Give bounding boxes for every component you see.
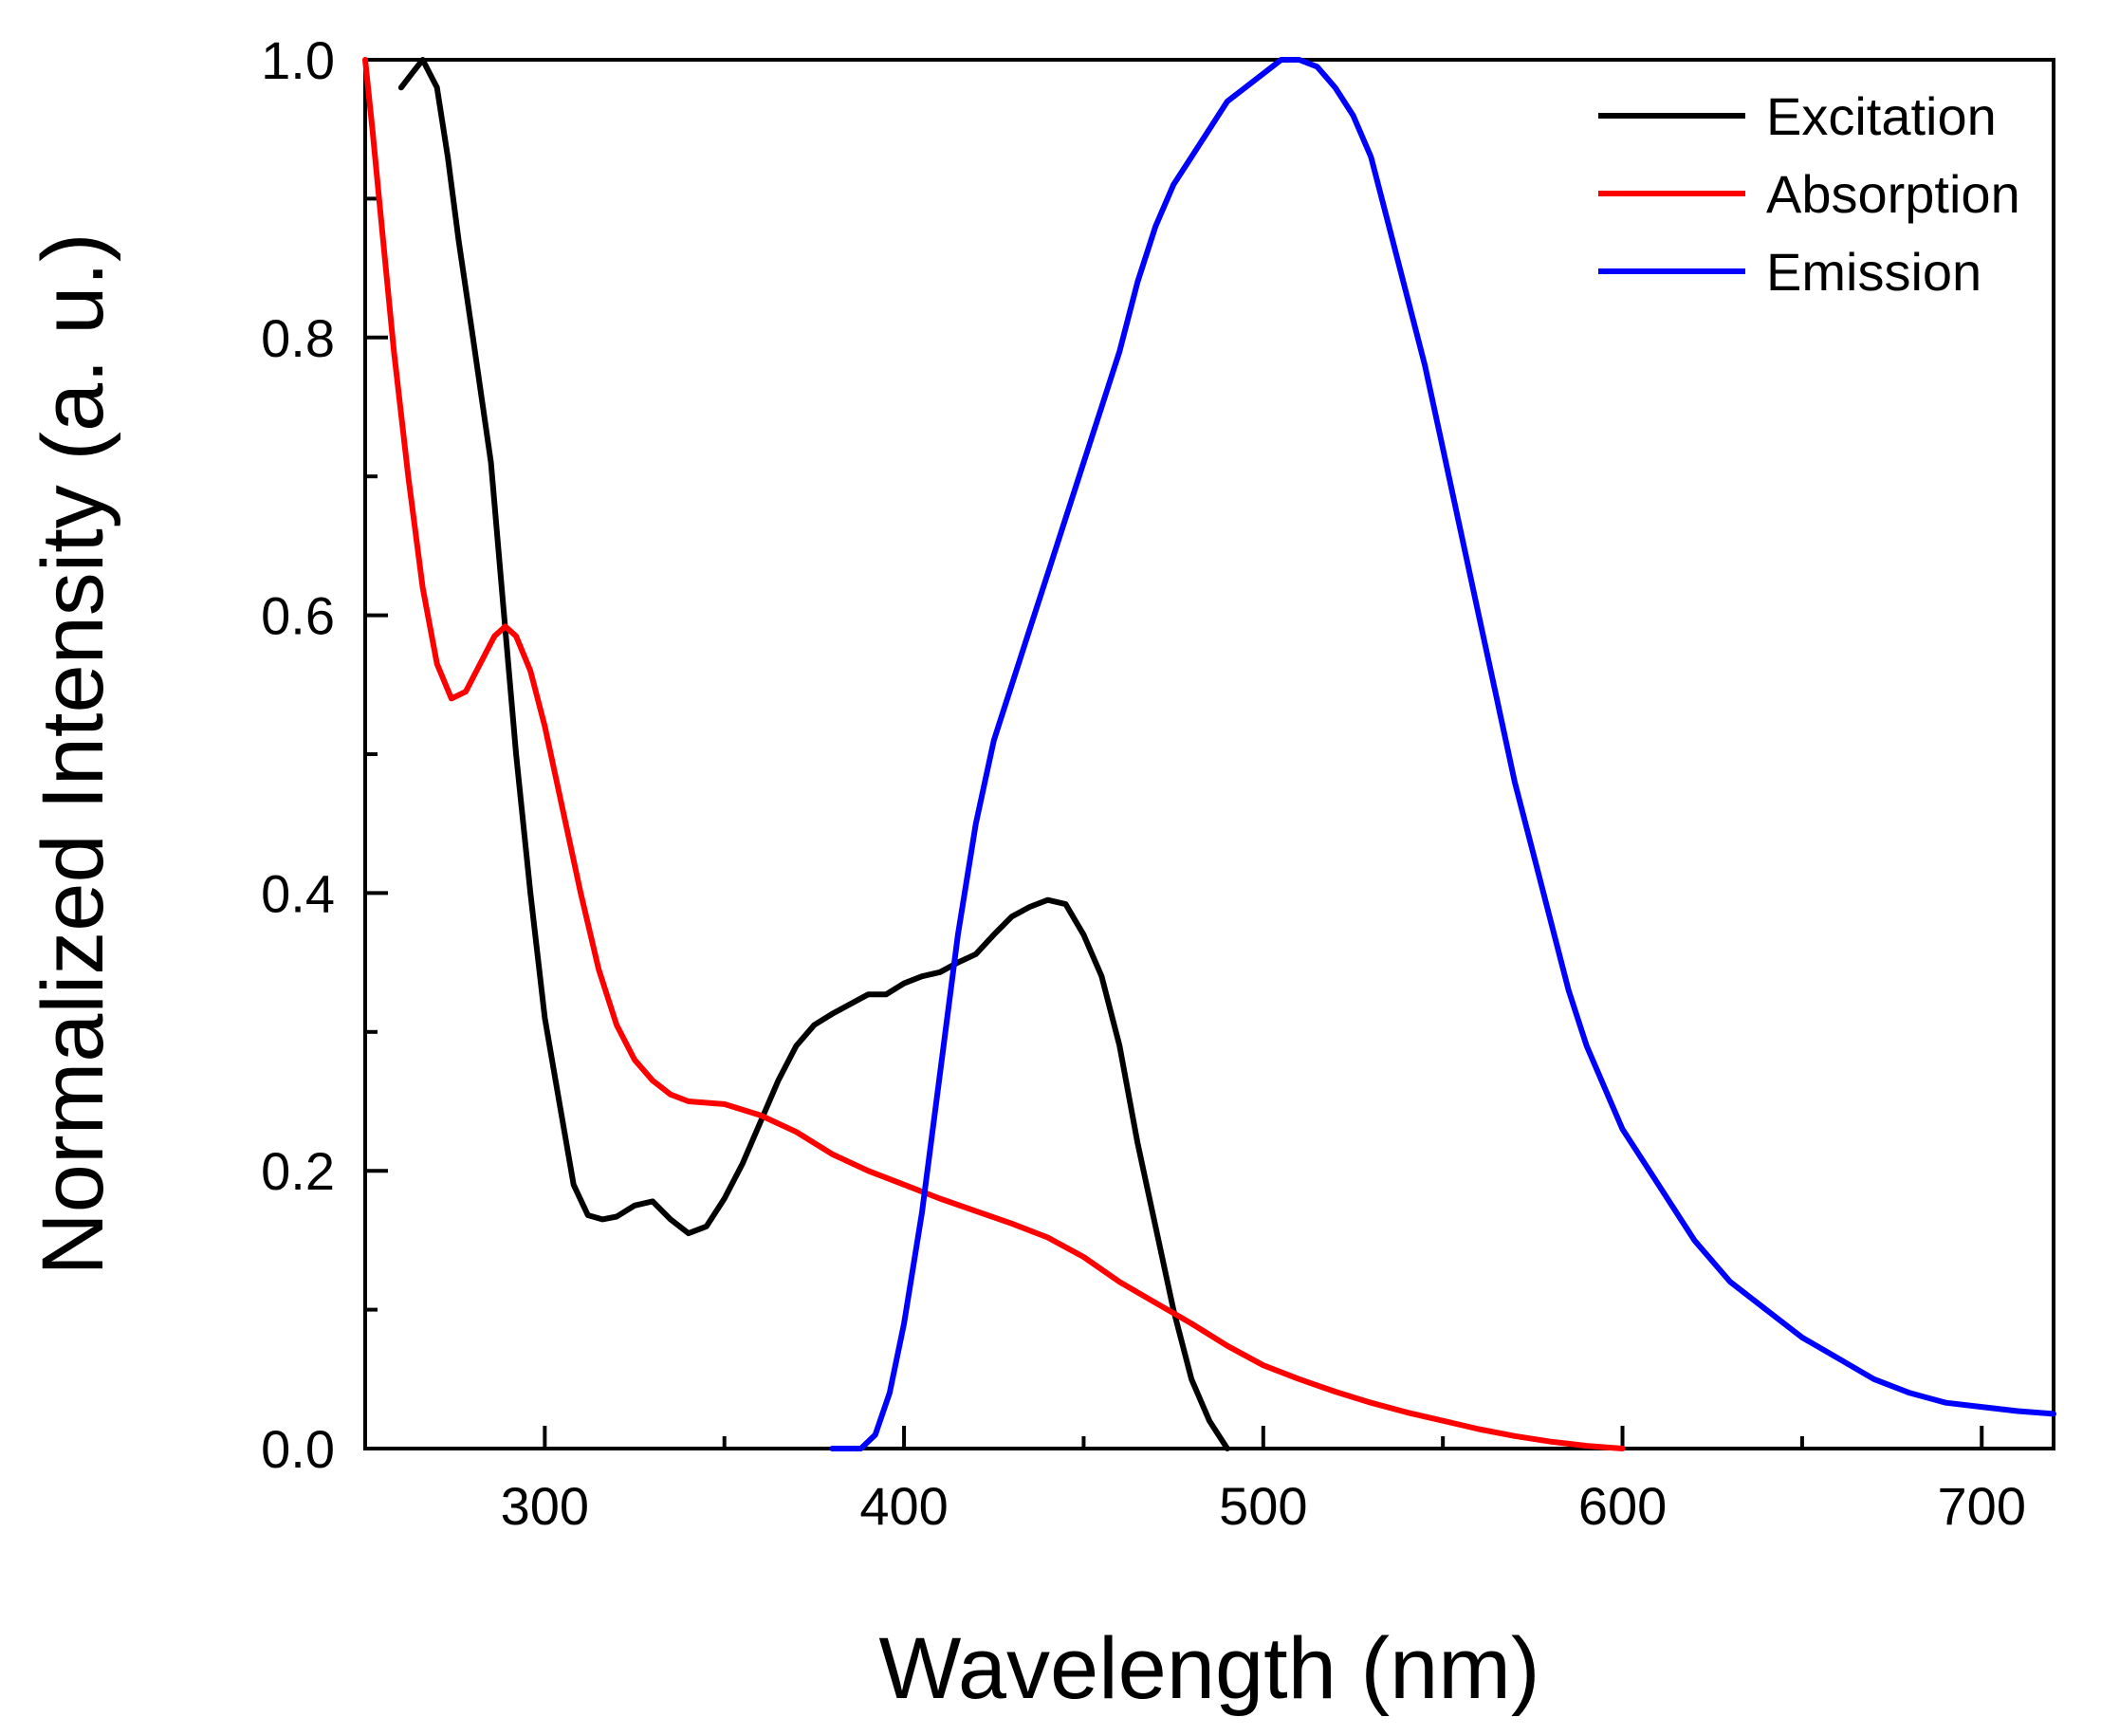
y-tick-label: 1.0	[261, 30, 335, 90]
x-tick-label: 300	[501, 1476, 589, 1536]
axis-ticks: 300 400 500 600 700 0.0 0.2 0.4 0.6 0.8 1.0	[261, 30, 2026, 1536]
x-tick-label: 700	[1938, 1476, 2026, 1536]
legend: Excitation Absorption Emission	[1598, 86, 2020, 302]
legend-label-excitation: Excitation	[1766, 86, 1997, 146]
y-axis-title: Normalized Intensity (a. u.)	[25, 232, 121, 1275]
series-lines	[362, 57, 2056, 1451]
y-tick-label: 0.0	[261, 1419, 335, 1479]
legend-label-absorption: Absorption	[1766, 164, 2020, 224]
x-tick-label: 500	[1219, 1476, 1307, 1536]
x-tick-label: 600	[1578, 1476, 1667, 1536]
y-tick-label: 0.4	[261, 863, 335, 923]
series-line-emission	[829, 57, 2056, 1451]
x-tick-label: 400	[859, 1476, 948, 1536]
series-line-excitation	[397, 57, 1230, 1451]
series-line-absorption	[362, 57, 1626, 1451]
y-tick-label: 0.8	[261, 308, 335, 368]
y-tick-label: 0.2	[261, 1141, 335, 1201]
x-axis-title: Wavelength (nm)	[878, 1620, 1539, 1717]
legend-label-emission: Emission	[1766, 242, 1981, 302]
y-tick-label: 0.6	[261, 586, 335, 646]
